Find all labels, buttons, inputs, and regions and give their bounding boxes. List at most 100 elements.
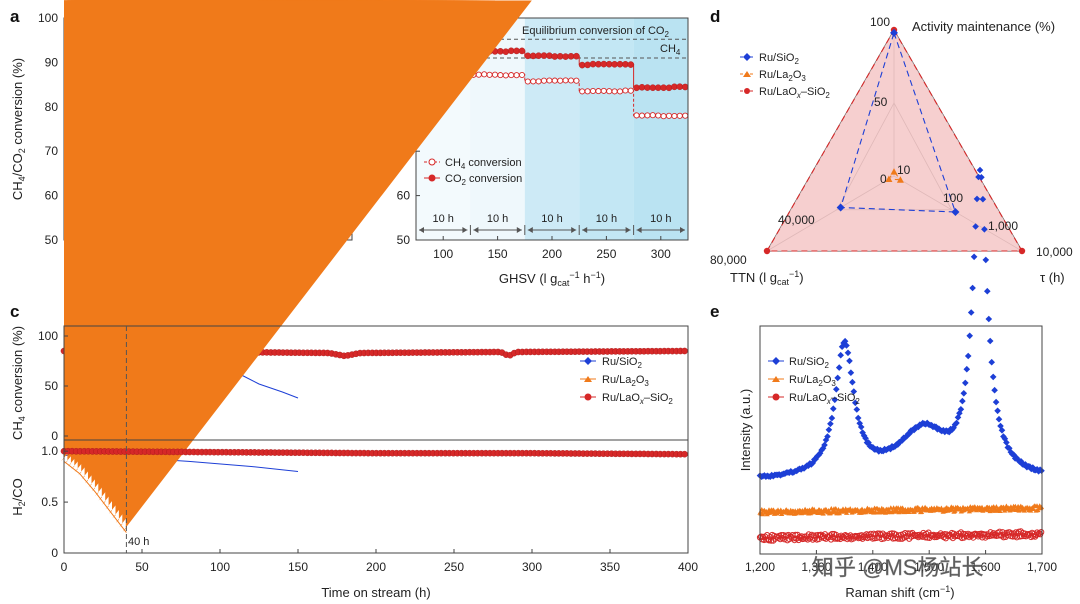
b-point-1-4: [681, 83, 688, 91]
svg-text:Ru/La2O3: Ru/La2O3: [789, 374, 836, 388]
b-point-0-3: [627, 87, 634, 94]
b-point-0-4: [633, 112, 640, 119]
svg-text:Ru/SiO2: Ru/SiO2: [759, 52, 799, 66]
e-ru-sio2-point: [954, 414, 962, 421]
c-xtick-4: 200: [366, 560, 386, 574]
panel-e-xlabel: Raman shift (cm−1): [845, 584, 954, 600]
b-point-0-4: [638, 112, 646, 119]
e-ru-sio2-point: [822, 436, 830, 444]
e-ru-sio2-point: [833, 386, 840, 393]
b-point-0-3: [600, 87, 607, 94]
panel-d-axis-activity: Activity maintenance (%): [912, 19, 1055, 34]
b-xtick-3: 250: [596, 247, 616, 261]
svg-text:Ru/La2O3: Ru/La2O3: [602, 374, 649, 388]
d-point-0-0: [890, 28, 898, 37]
b-xtick-1: 150: [488, 247, 508, 261]
e-ru-sio2-point: [816, 449, 824, 457]
e-ru-sio2-point: [964, 352, 972, 360]
panel-c-label: c: [10, 302, 19, 321]
b-point-0-4: [665, 112, 673, 119]
panel-e-plot: [756, 166, 1045, 544]
b-point-1-3: [584, 61, 591, 69]
panel-c-legend: Ru/SiO2 Ru/La2O3 Ru/LaOx–SiO2: [580, 356, 673, 406]
d-tick-tau-10: 10: [897, 163, 911, 177]
b-point-1-3: [627, 61, 635, 68]
e-ru-la2o3-point: [770, 507, 777, 512]
e-ru-sio2-point: [967, 309, 975, 316]
d-tick-tau-10000: 10,000: [1036, 245, 1073, 259]
d-tick-activity-50: 50: [874, 95, 888, 109]
b-point-0-4: [649, 112, 656, 119]
a-ytick-5: 100: [38, 11, 58, 25]
e-ru-sio2-point: [865, 439, 872, 446]
e-xtick-2: 1,400: [858, 560, 888, 574]
e-ru-sio2-point: [992, 398, 1000, 406]
panel-c-axes: 0 50 100 150 200 250 300 350 400 0 50 100 0 0.5 1.0: [38, 326, 698, 574]
b-point-0-3: [622, 87, 629, 94]
e-ru-la2o3-point: [825, 508, 832, 513]
e-ru-sio2-point: [831, 396, 839, 404]
b-point-0-2: [546, 77, 553, 84]
b-arrowhead-l-1: [473, 227, 479, 233]
b-point-0-2: [535, 78, 542, 85]
e-ru-sio2-point: [857, 423, 865, 431]
panel-c-marker-label: 40 h: [128, 536, 149, 548]
e-ru-sio2-point: [959, 397, 966, 405]
e-ru-laox-sio2-point: [829, 530, 836, 538]
e-ru-sio2-point: [973, 195, 981, 203]
e-ru-sio2-point: [979, 195, 987, 203]
b-point-0-2: [551, 77, 558, 84]
e-ru-la2o3-point: [833, 506, 839, 511]
e-xtick-4: 1,600: [971, 560, 1001, 574]
b-duration-4: 10 h: [650, 213, 671, 225]
d-tick-activity-100: 100: [870, 15, 890, 29]
panel-e-frame: [759, 325, 1043, 555]
panel-a-label: a: [10, 7, 20, 26]
d-point-1-1: [896, 176, 904, 183]
e-ru-sio2-point: [932, 423, 940, 431]
panel-c-bottom-ylabel: H2/CO: [10, 478, 27, 516]
b-point-0-4: [682, 112, 688, 119]
panel-d: d 100 50 0 10 100 1,000 10,000 40,000 80,000 Act…: [710, 7, 1073, 287]
c-top-ytick-2: 100: [38, 329, 58, 343]
b-point-0-2: [524, 78, 531, 85]
e-ru-sio2-point: [978, 174, 985, 181]
panel-e-legend: Ru/SiO2 Ru/La2O3 Ru/LaOx–SiO2: [768, 356, 860, 406]
b-xtick-0: 100: [433, 247, 453, 261]
b-point-0-1: [518, 71, 526, 79]
b-xtick-2: 200: [542, 247, 562, 261]
e-ru-sio2-point: [989, 373, 997, 381]
b-point-0-4: [644, 112, 651, 119]
b-arrowhead-r-3: [625, 227, 631, 233]
e-ru-sio2-point: [994, 407, 1001, 415]
d-tick-ttn-80000: 80,000: [710, 253, 747, 267]
watermark: 知乎 @MS杨站长: [812, 555, 983, 580]
e-ru-sio2-point: [852, 399, 859, 407]
panel-e-axes: 1,200 1,300 1,400 1,500 1,600 1,700: [745, 550, 1057, 574]
b-point-0-3: [611, 88, 618, 95]
panel-e-label: e: [710, 302, 719, 321]
c-point-1-1: [122, 0, 532, 532]
e-ru-sio2-point: [985, 315, 993, 323]
b-point-0-1: [508, 72, 515, 79]
b-point-0-2: [567, 77, 575, 84]
e-ru-la2o3-point: [993, 504, 999, 509]
b-point-0-3: [589, 87, 597, 95]
b-arrowhead-l-3: [582, 227, 588, 233]
panel-d-legend: Ru/SiO2 Ru/La2O3 Ru/LaOx–SiO2: [740, 52, 830, 100]
b-duration-2: 10 h: [541, 213, 562, 225]
panel-b-xlabel: GHSV (l gcat−1 h−1): [499, 270, 605, 288]
e-ru-sio2-point: [1013, 454, 1020, 462]
e-ru-sio2-point: [960, 390, 968, 397]
panel-b-ch4-label: CH4: [660, 43, 681, 57]
c-xtick-8: 400: [678, 560, 698, 574]
panel-d-axis-tau: τ (h): [1040, 270, 1065, 285]
b-point-1-1: [502, 48, 510, 56]
d-point-1-2: [885, 175, 893, 182]
c-point-1-2: [681, 450, 688, 458]
panel-c-plot: [60, 0, 689, 533]
b-arrowhead-r-1: [516, 227, 522, 233]
e-ru-la2o3-point: [843, 510, 850, 515]
c-xtick-2: 100: [210, 560, 230, 574]
